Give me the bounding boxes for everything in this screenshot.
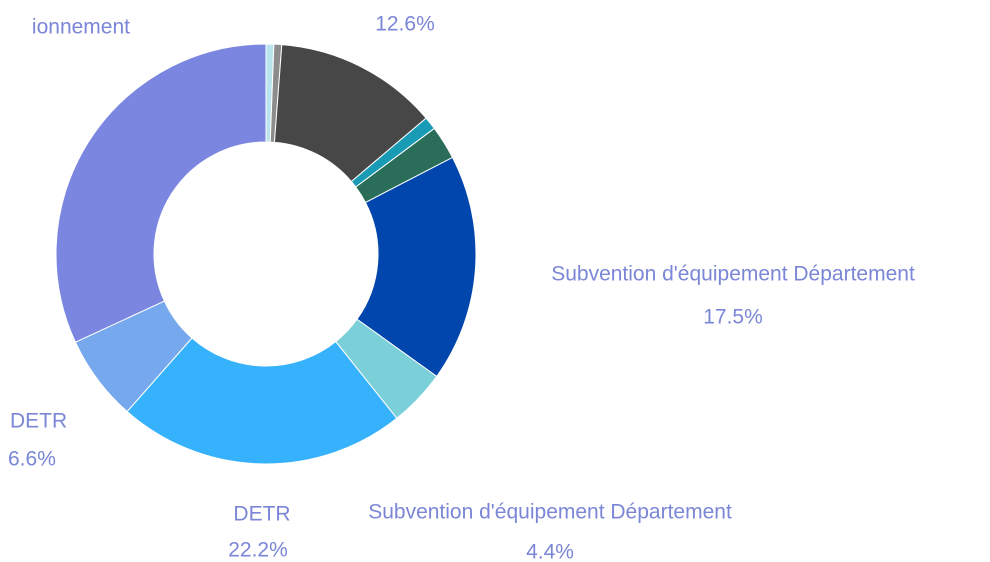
slice-label: DETR bbox=[10, 410, 67, 433]
slice-label: Subvention d'équipement Département bbox=[368, 501, 732, 524]
slice-value-label: 17.5% bbox=[703, 306, 763, 329]
slice-label: ionnement bbox=[32, 16, 130, 39]
donut-slice bbox=[126, 337, 398, 465]
donut-slice bbox=[356, 156, 477, 378]
slice-value-label: 12.6% bbox=[375, 13, 435, 36]
slice-value-label: 4.4% bbox=[526, 541, 574, 562]
slice-value-label: 22.2% bbox=[228, 539, 288, 562]
slice-label: Subvention d'équipement Département bbox=[551, 263, 915, 286]
slice-value-label: 6.6% bbox=[8, 448, 56, 471]
donut-slice bbox=[55, 43, 267, 343]
slice-label: DETR bbox=[233, 503, 290, 526]
